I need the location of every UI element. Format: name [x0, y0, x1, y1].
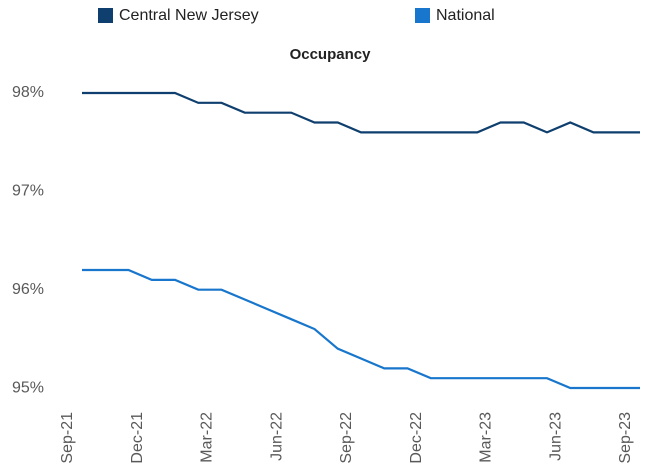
x-tick-label: Sep-21: [59, 412, 76, 464]
chart-title: Occupancy: [290, 46, 372, 63]
legend-swatch: [415, 8, 430, 23]
x-tick-label: Sep-23: [617, 412, 634, 464]
y-tick-label: 97%: [12, 183, 44, 200]
legend-swatch: [98, 8, 113, 23]
y-tick-label: 98%: [12, 84, 44, 101]
x-tick-label: Jun-23: [547, 412, 564, 461]
y-tick-label: 96%: [12, 281, 44, 298]
x-tick-label: Dec-21: [129, 412, 146, 464]
x-tick-label: Mar-22: [199, 412, 216, 463]
series-line: [82, 268, 640, 390]
series-line: [82, 91, 640, 134]
y-tick-label: 95%: [12, 379, 44, 396]
legend-label: National: [436, 7, 495, 24]
x-tick-label: Sep-22: [338, 412, 355, 464]
x-tick-label: Dec-22: [408, 412, 425, 464]
legend-label: Central New Jersey: [119, 7, 259, 24]
x-tick-label: Jun-22: [268, 412, 285, 461]
x-tick-label: Mar-23: [478, 412, 495, 463]
